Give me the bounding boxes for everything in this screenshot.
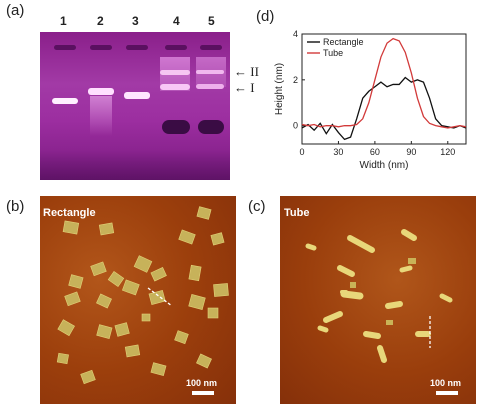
afm-title-tube: Tube — [284, 207, 310, 219]
panel-a-label: (a) — [6, 2, 25, 19]
x-tick-label-3: 90 — [406, 147, 416, 157]
gel-lane-labels: 1 2 3 4 5 — [40, 14, 230, 30]
afm-image-rectangle: Rectangle — [40, 196, 236, 404]
gel-image — [40, 32, 230, 180]
band-i-lane-3 — [124, 92, 150, 99]
well-2 — [90, 45, 112, 50]
band-i-label: ← I — [234, 80, 255, 95]
rectangle-particles — [56, 206, 229, 385]
well-1 — [54, 45, 76, 50]
panel-b-label: (b) — [6, 198, 25, 215]
well-4 — [165, 45, 187, 50]
band-lane-1 — [52, 98, 78, 104]
y-axis-label: Height (nm) — [274, 63, 285, 115]
afm-title-rectangle: Rectangle — [43, 207, 96, 219]
plot-frame — [301, 33, 467, 145]
series-line-rectangle — [301, 76, 467, 141]
band-ii-label: ← II — [234, 64, 259, 79]
lane-label-3: 3 — [132, 14, 139, 28]
smear-lane-2 — [90, 96, 112, 136]
scale-bar-rectangle — [192, 391, 214, 395]
band-i-lane-4 — [160, 84, 190, 90]
band-i-lane-5 — [196, 84, 224, 89]
x-tick-label-1: 30 — [333, 147, 343, 157]
height-profile-chart: 0 30 60 90 120 0 2 4 Width (nm) Height (nm) Rectan… — [274, 29, 467, 171]
y-tick-label-1: 2 — [293, 75, 298, 85]
x-tick-label-2: 60 — [370, 147, 380, 157]
x-axis-label: Width (nm) — [360, 160, 409, 171]
panel-d-label: (d) — [256, 8, 275, 25]
x-tick-label-0: 0 — [299, 147, 304, 157]
band-i-lane-2 — [88, 88, 114, 95]
band-ii-lane-4 — [160, 70, 190, 75]
lane-label-4: 4 — [173, 14, 180, 28]
gel-bottom-shade — [40, 150, 230, 180]
lane-label-1: 1 — [60, 14, 67, 28]
lane-label-5: 5 — [208, 14, 215, 28]
well-5 — [200, 45, 222, 50]
series-line-tube — [301, 37, 467, 129]
y-tick-label-0: 0 — [293, 121, 298, 131]
lane-label-2: 2 — [97, 14, 104, 28]
y-tick-label-2: 4 — [293, 29, 298, 39]
dark-spot-lane-4 — [162, 120, 190, 134]
afm-image-tube: Tube 100 nm — [280, 196, 476, 404]
legend-label-rectangle: Rectangle — [323, 37, 364, 47]
panel-c-label: (c) — [248, 198, 266, 215]
well-3 — [126, 45, 148, 50]
dark-spot-lane-5 — [198, 120, 224, 134]
legend-label-tube: Tube — [323, 48, 343, 58]
tube-particles — [305, 229, 453, 363]
band-ii-lane-5 — [196, 70, 224, 74]
scale-label-tube: 100 nm — [430, 378, 462, 388]
scale-bar-tube — [436, 391, 458, 395]
scale-label-rectangle: 100 nm — [186, 378, 218, 388]
x-tick-label-4: 120 — [440, 147, 455, 157]
